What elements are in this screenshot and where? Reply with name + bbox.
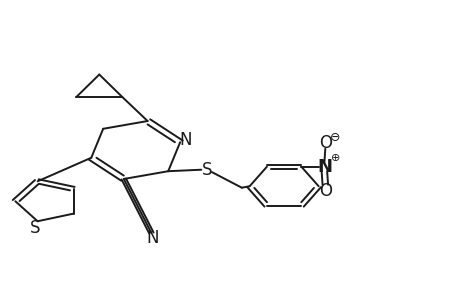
Text: ⊕: ⊕ bbox=[330, 153, 340, 163]
Text: O: O bbox=[318, 134, 331, 152]
Text: N: N bbox=[316, 158, 331, 176]
Text: S: S bbox=[202, 161, 212, 179]
Text: S: S bbox=[30, 219, 40, 237]
Text: N: N bbox=[146, 230, 158, 247]
Text: N: N bbox=[179, 131, 192, 149]
Text: O: O bbox=[318, 182, 331, 200]
Text: ⊖: ⊖ bbox=[330, 131, 340, 144]
